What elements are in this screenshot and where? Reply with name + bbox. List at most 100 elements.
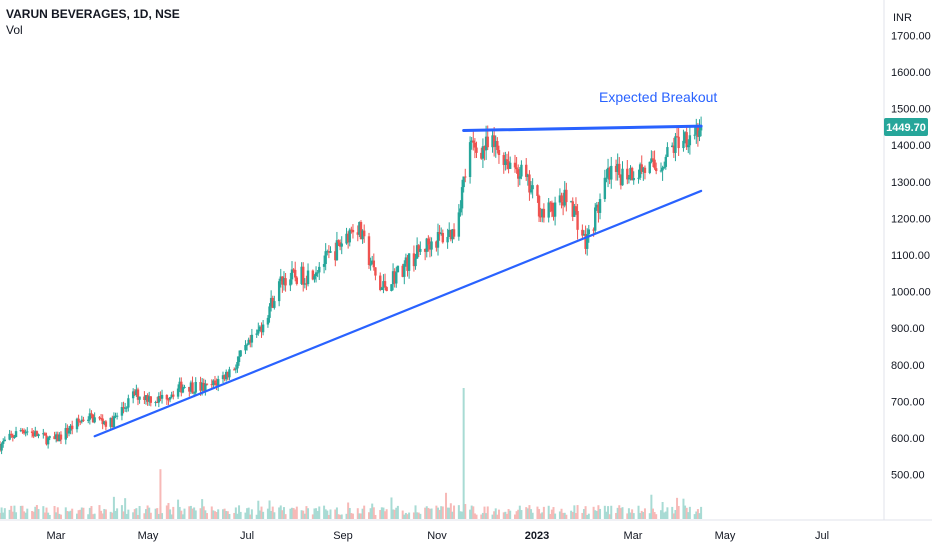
candle-body [626,168,629,180]
candle-body [146,395,149,402]
volume-bar [311,514,314,519]
volume-bar [112,496,115,519]
candle-body [659,170,663,172]
volume-bar [582,509,585,519]
candle-body [101,418,104,425]
volume-bar [292,508,295,519]
volume-bar [10,505,13,519]
candle-body [35,431,39,437]
volume-bar [334,509,337,519]
volume-bar [584,506,587,519]
price-axis[interactable]: 1700.00 1600.00 1500.00 1400.00 1300.00 1200.… [891,30,931,481]
volume-bar [571,511,574,519]
volume-bar [698,513,701,519]
candle-body [695,126,698,135]
candle-body [67,430,71,434]
volume-bar [677,505,680,519]
volume-bar [268,500,271,519]
candle-body [367,236,371,266]
candle-body [261,324,265,333]
volume-bar [642,511,645,519]
volume-bar [440,506,443,519]
candle-body [120,407,124,416]
volume-bar [300,510,303,519]
candle-body [371,260,374,265]
candle-body [361,230,364,240]
candle-body [585,234,589,249]
candle-body [269,297,273,307]
volume-bar [693,514,696,519]
candle-body [653,159,656,169]
candle-body [513,162,517,168]
candle-body [369,264,372,266]
candle-body [395,272,398,284]
candle-body [541,208,544,217]
volume-bar [204,510,207,519]
candle-body [563,189,566,206]
volume-bar [428,508,431,519]
volume-bar [170,514,173,519]
candle-body [313,276,316,280]
candle-body [428,244,432,250]
volume-bar [448,507,451,519]
volume-bar [520,510,523,519]
candle-body [473,142,477,148]
symbol-title[interactable]: VARUN BEVERAGES, 1D, NSE [6,7,180,21]
candle-body [176,388,180,397]
candle-body [525,164,528,177]
volume-bar [178,506,181,519]
volume-bar [133,509,136,519]
volume-bar [425,506,428,519]
currency-label: INR [893,12,912,24]
price-tick-label: 1700.00 [891,30,931,42]
volume-bar [560,508,563,519]
volume-bar [587,513,590,519]
volume-bar [563,512,566,519]
time-axis[interactable]: Mar May Jul Sep Nov 2023 Mar May Jul [47,530,830,542]
volume-bar [282,507,285,519]
candle-body [406,257,409,271]
candle-body [654,168,658,172]
volume-bar [663,512,666,519]
volume-bar [138,506,141,519]
volume-bar [412,512,415,519]
candle-body [552,211,555,217]
candle-body [282,278,286,285]
candle-body [348,229,351,243]
volume-bar [396,505,399,519]
candle-body [505,159,509,162]
resistance-trendline[interactable] [462,124,703,133]
candle-body [537,195,541,217]
candle-body [258,326,262,330]
candle-body [531,185,534,190]
candle-body [326,251,329,253]
volume-bar [382,507,385,519]
price-tick-label: 600.00 [891,433,925,445]
volume-bar [483,506,486,519]
candle-body [539,216,542,218]
volume-bar [98,505,101,519]
support-trendline[interactable] [93,189,703,438]
volume-bar [430,508,433,519]
volume-bar [161,513,164,519]
volume-spike-bar [462,388,465,519]
volume-bar [550,509,553,519]
volume-bar [542,506,545,519]
candle-body [302,266,305,285]
volume-bar [226,511,229,519]
volume-indicator-label[interactable]: Vol [6,23,23,37]
candle-body [687,145,690,148]
candle-body [419,248,422,252]
candle-body [99,418,103,420]
candle-body [322,264,326,267]
candle-body [598,199,602,213]
volume-bar [464,504,467,519]
candle-body [189,382,193,392]
candle-body [216,379,220,386]
volume-bar [157,513,160,519]
candle-body [103,421,106,425]
volume-bar [77,510,80,519]
candle-body [497,149,501,156]
volume-bar [273,512,276,519]
